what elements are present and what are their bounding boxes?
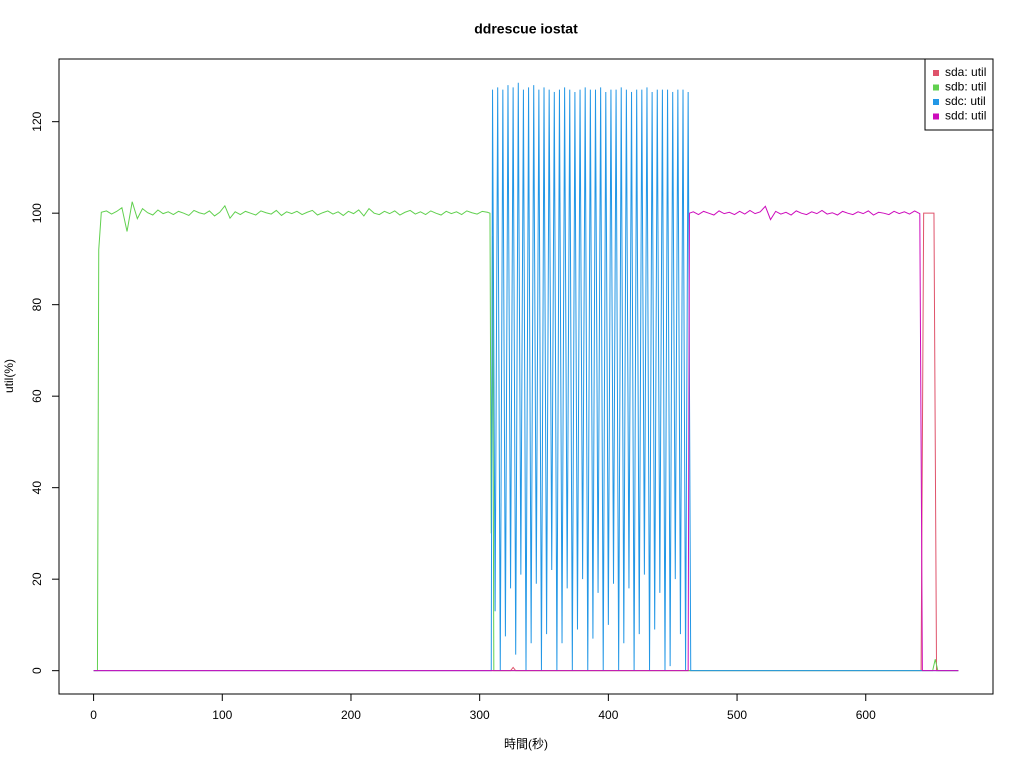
legend-swatch: [933, 113, 939, 120]
x-tick-label: 300: [470, 708, 490, 722]
x-tick-label: 500: [727, 708, 747, 722]
x-tick-label: 400: [598, 708, 618, 722]
legend-swatch: [933, 99, 939, 105]
y-tick-label: 100: [30, 203, 44, 223]
data-line: [93, 82, 959, 672]
legend-swatch: [933, 84, 939, 91]
y-tick-label: 120: [30, 111, 44, 131]
y-tick-label: 40: [30, 481, 44, 495]
y-tick-label: 0: [30, 667, 44, 674]
x-tick-label: 100: [212, 708, 232, 722]
y-tick-label: 20: [30, 572, 44, 586]
x-axis-label: 時間(秒): [504, 737, 548, 751]
x-tick-label: 0: [90, 708, 97, 722]
plot-frame: [58, 58, 994, 695]
x-tick-label: 200: [341, 708, 361, 722]
y-tick-label: 60: [30, 389, 44, 403]
legend-label: sdc: util: [945, 94, 986, 108]
legend-label: sda: util: [945, 65, 986, 79]
y-tick-label: 80: [30, 298, 44, 312]
legend-swatch: [933, 70, 939, 76]
y-axis-label: util(%): [2, 359, 16, 393]
chart-title: ddrescue iostat: [474, 21, 578, 37]
data-line: [93, 201, 959, 672]
x-tick-label: 600: [856, 708, 876, 722]
data-line: [93, 205, 959, 672]
legend-label: sdd: util: [945, 109, 986, 123]
legend-label: sdb: util: [945, 80, 986, 94]
